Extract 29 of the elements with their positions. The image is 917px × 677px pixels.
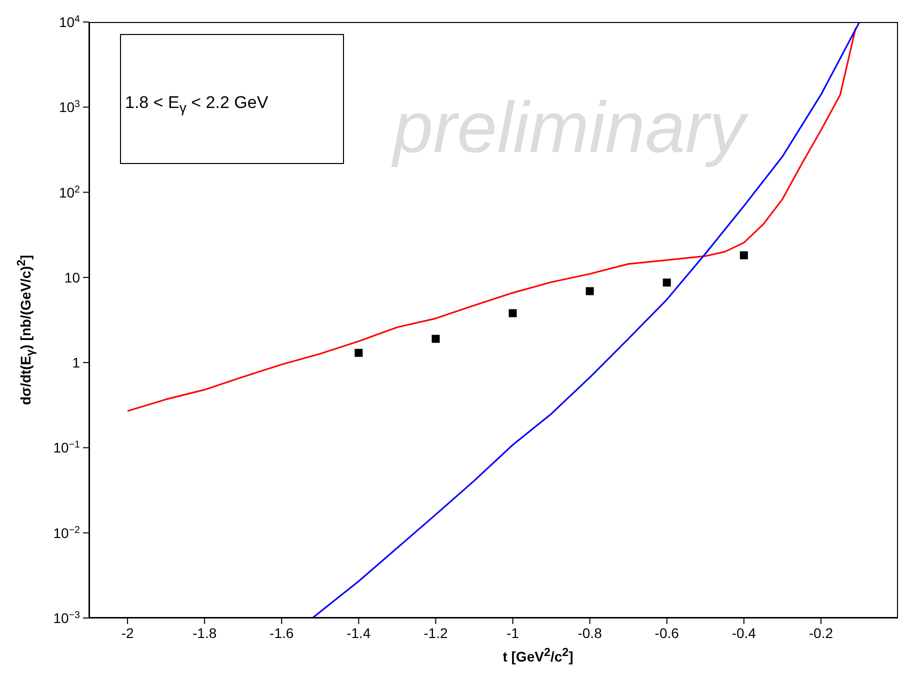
point — [432, 334, 440, 343]
point — [508, 309, 517, 318]
y-tick-label: 10$^{3}$ — [58, 98, 81, 116]
x-tick-label: -0.2 — [808, 625, 834, 641]
x-tick-label: -1.4 — [346, 625, 371, 641]
x-tick-label: -0.4 — [732, 625, 756, 641]
x-tick-label: -0.8 — [578, 625, 602, 641]
y-tick-label: 1 — [72, 354, 80, 371]
y-tick-label: 10$^{−3}$ — [53, 610, 81, 626]
line-series — [312, 22, 860, 618]
x-tick-label: -1.2 — [424, 625, 448, 641]
x-tick-label: -2 — [121, 625, 134, 641]
x-tick-label: -1.6 — [270, 625, 294, 641]
y-tick-label: 10$^{−1}$ — [53, 439, 80, 456]
x-tick-label: -0.6 — [654, 625, 680, 641]
y-tick-label: 10$^{2}$ — [58, 184, 80, 200]
text-frame: 1.8 < E$_{γ}$ < 2.2 GeV — [120, 34, 344, 164]
y-tick-label: 10$^{−2}$ — [53, 524, 80, 541]
point — [662, 278, 671, 287]
point — [586, 287, 594, 296]
point — [354, 348, 363, 357]
x-axis-title: t [GeV$^{2}$/c$^{2}$] — [502, 646, 574, 665]
x-tick-label: -1 — [506, 625, 520, 641]
x-tick-label: -1.8 — [192, 625, 217, 641]
y-tick-label: 10 — [64, 269, 80, 286]
y-tick-label: 10$^{4}$ — [58, 14, 81, 30]
line-series — [126, 27, 856, 412]
annotation: 1.8 < E$_{γ}$ < 2.2 GeV — [125, 93, 268, 116]
point — [740, 251, 748, 260]
